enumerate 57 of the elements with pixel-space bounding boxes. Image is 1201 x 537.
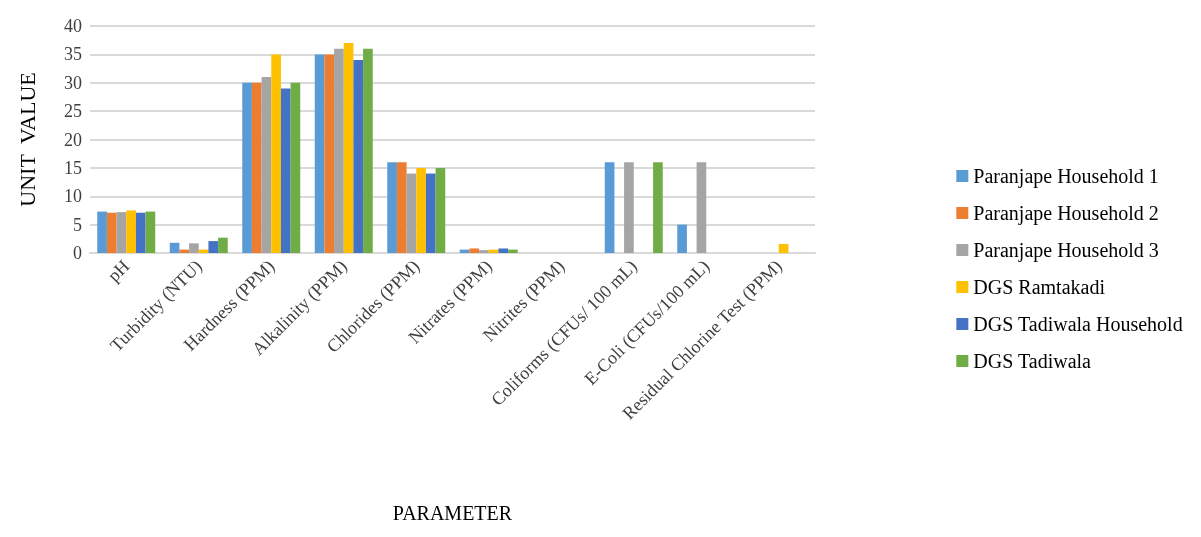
- bar: [343, 43, 354, 253]
- x-axis-title: PARAMETER: [392, 502, 513, 524]
- y-axis-title: UNIT VALUE: [14, 72, 40, 207]
- y-tick-label: 5: [73, 214, 82, 235]
- bar: [314, 54, 325, 253]
- bar: [179, 249, 190, 253]
- legend-label: DGS Ramtakadi: [973, 276, 1106, 298]
- legend-label: DGS Tadiwala: [973, 350, 1092, 372]
- bar: [387, 162, 397, 253]
- bar: [324, 54, 335, 253]
- bar: [469, 248, 480, 253]
- legend-label: Paranjape Household 1: [973, 165, 1159, 188]
- bar: [208, 241, 219, 253]
- bar: [145, 211, 156, 253]
- bar: [406, 173, 417, 253]
- bar: [696, 162, 707, 253]
- bar: [116, 212, 127, 253]
- bar: [604, 162, 615, 253]
- bar: [479, 250, 489, 253]
- bar: [653, 162, 663, 253]
- legend-label: Paranjape Household 3: [973, 239, 1159, 262]
- bar: [363, 48, 373, 253]
- x-tick-label: pH: [103, 255, 134, 286]
- bar: [425, 173, 436, 253]
- bar: [135, 212, 146, 253]
- bar: [290, 82, 301, 253]
- legend-label: DGS Tadiwala Household: [973, 313, 1183, 335]
- bar: [624, 162, 634, 253]
- bar: [334, 48, 344, 253]
- bar: [271, 54, 281, 253]
- bar: [97, 211, 107, 253]
- bar: [251, 82, 262, 253]
- bar: [435, 167, 446, 253]
- bar: [416, 167, 426, 253]
- legend-label: Paranjape Household 2: [973, 202, 1159, 225]
- bar: [106, 212, 117, 253]
- bar: [353, 60, 364, 253]
- bar: [778, 243, 789, 253]
- bar: [498, 248, 509, 253]
- y-tick-label: 25: [64, 101, 82, 122]
- bar: [261, 77, 272, 253]
- bar: [242, 82, 252, 253]
- bar: [126, 210, 136, 253]
- y-tick-label: 40: [64, 16, 82, 36]
- bar: [169, 242, 180, 253]
- y-tick-label: 20: [64, 129, 82, 150]
- y-tick-label: 30: [64, 72, 82, 93]
- bar: [218, 237, 228, 253]
- bar: [280, 88, 291, 253]
- bar: [677, 224, 687, 253]
- y-tick-label: 35: [64, 44, 82, 65]
- bar: [508, 249, 518, 253]
- bar: [396, 162, 407, 253]
- y-tick-label: 10: [64, 186, 82, 207]
- bar: [189, 243, 199, 253]
- y-tick-label: 0: [73, 243, 82, 263]
- y-tick-label: 15: [64, 157, 82, 178]
